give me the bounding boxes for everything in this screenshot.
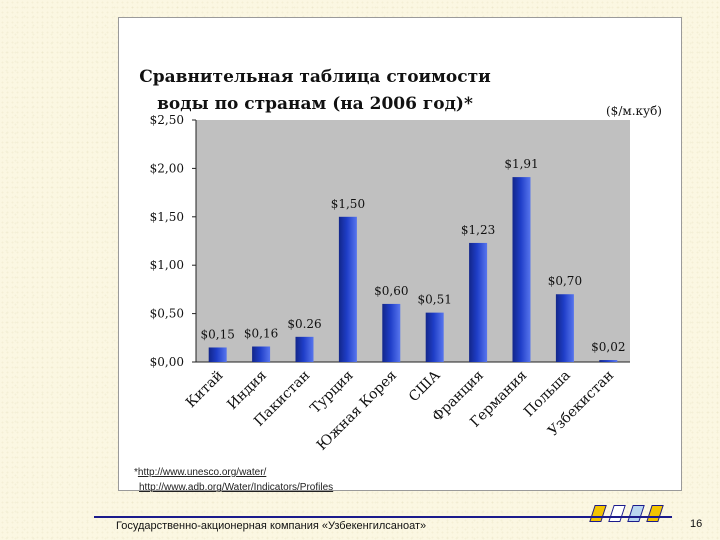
category-label: Южная Корея	[314, 367, 400, 453]
bar-value-label: $0,15	[201, 327, 235, 341]
source-link-adb[interactable]: http://www.adb.org/Water/Indicators/Prof…	[139, 482, 334, 493]
footnote-marker: *	[134, 467, 138, 478]
footnote: *http://www.unesco.org/water/ http://www…	[134, 465, 333, 495]
bar-value-label: $0,70	[548, 274, 582, 288]
bar	[338, 216, 357, 362]
y-tick-label: $1,00	[150, 258, 184, 272]
bar-value-label: $1,50	[331, 197, 365, 211]
y-tick-label: $0,50	[150, 307, 184, 321]
unit-label: ($/м.куб)	[606, 104, 662, 118]
y-tick-label: $2,50	[150, 113, 184, 127]
bar	[252, 346, 271, 362]
y-tick-label: $2,00	[150, 161, 184, 175]
bar	[599, 360, 618, 362]
bar	[469, 242, 488, 362]
y-tick-label: $1,50	[150, 210, 184, 224]
bar	[382, 303, 401, 362]
y-tick-label: $0,00	[150, 355, 184, 369]
bar	[555, 294, 574, 362]
bar-value-label: $0,02	[591, 340, 625, 354]
bar-value-label: $1,23	[461, 223, 495, 237]
bar	[295, 336, 314, 362]
bar	[425, 312, 444, 362]
footer-rule	[94, 516, 672, 518]
bar-value-label: $1,91	[504, 157, 538, 171]
bar	[512, 177, 531, 362]
chart-title: Сравнительная таблица стоимости воды по …	[139, 67, 491, 114]
source-link-unesco[interactable]: http://www.unesco.org/water/	[137, 467, 267, 478]
bar-value-label: $0,51	[418, 293, 452, 307]
bar-value-label: $0,60	[374, 284, 408, 298]
bar-value-label: $0,16	[244, 327, 278, 341]
footer-company-name: Государственно-акционерная компания «Узб…	[116, 520, 427, 532]
bar	[208, 347, 227, 362]
page-number: 16	[690, 518, 703, 530]
bar-value-label: $0.26	[287, 317, 321, 331]
category-label: Китай	[183, 368, 227, 412]
category-label: США	[406, 367, 444, 405]
